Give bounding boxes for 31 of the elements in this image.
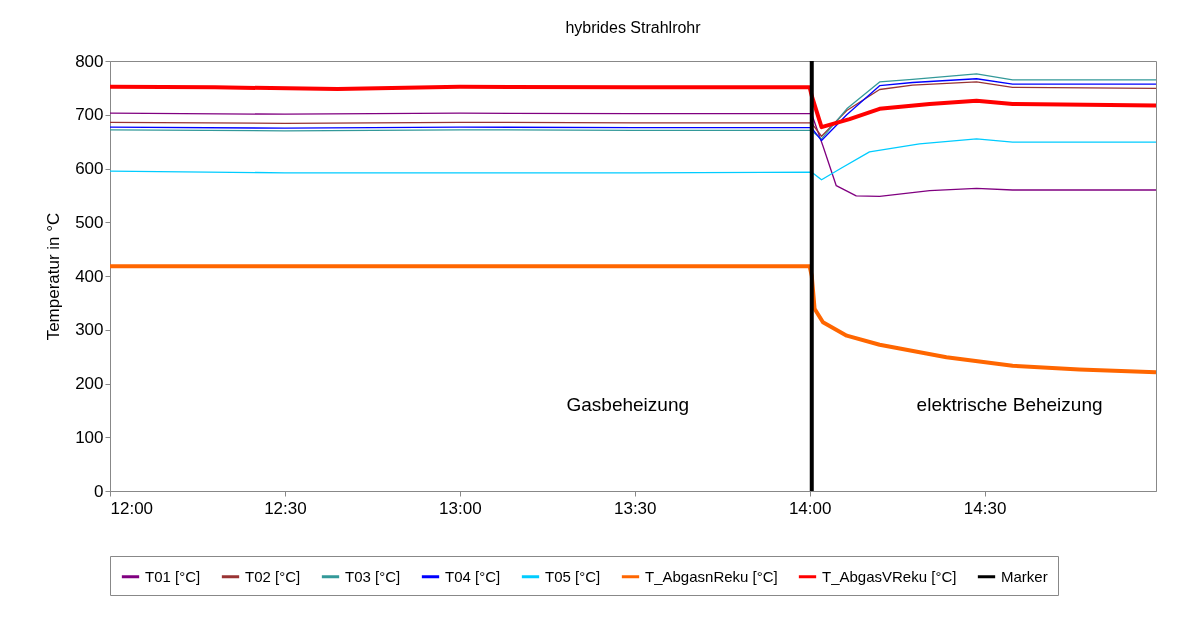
x-tick-label: 14:30	[963, 498, 1007, 518]
x-tick-label: 14:00	[788, 498, 832, 518]
y-tick-label: 200	[75, 374, 104, 393]
line-series	[110, 138, 1156, 181]
legend-label: T03 [°C]	[345, 567, 401, 585]
legend-label: T_AbgasVReku [°C]	[822, 567, 957, 585]
x-tick-label: 12:00	[110, 498, 154, 518]
annotation: elektrische Beheizung	[916, 394, 1103, 415]
y-tick-label: 300	[75, 320, 104, 340]
y-tick-label: 700	[75, 105, 104, 125]
legend-label: T02 [°C]	[245, 567, 301, 585]
y-tick-label: 0	[94, 481, 104, 501]
legend-label: Marker	[1001, 567, 1048, 585]
line-series	[110, 84, 1156, 130]
legend-label: T_AbgasnReku [°C]	[645, 567, 778, 585]
x-tick-label: 12:30	[264, 498, 307, 518]
x-tick-label: 13:30	[613, 498, 657, 518]
y-tick-label: 400	[75, 266, 104, 286]
y-tick-label: 100	[75, 427, 104, 447]
y-axis-title: Temperatur in °C	[44, 212, 64, 341]
y-tick-label: 600	[75, 159, 104, 178]
legend-label: T04 [°C]	[445, 567, 501, 585]
annotation: Gasbeheizung	[566, 394, 690, 415]
x-tick-label: 13:00	[439, 498, 482, 518]
legend-label: T05 [°C]	[545, 567, 601, 585]
chart-title: hybrides Strahlrohr	[565, 19, 702, 36]
line-series	[110, 264, 1156, 375]
y-tick-label: 500	[75, 212, 104, 232]
line-series	[110, 112, 1156, 198]
y-tick-label: 800	[75, 51, 104, 71]
legend-label: T01 [°C]	[145, 567, 201, 585]
